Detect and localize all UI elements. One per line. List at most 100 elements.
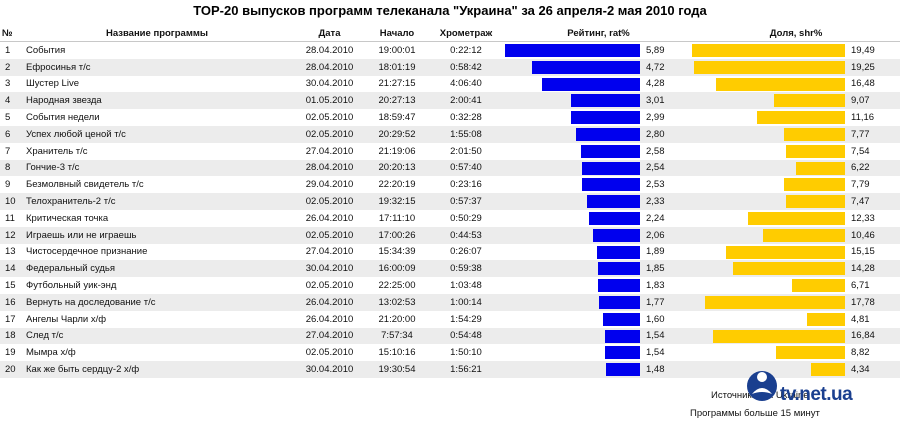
program-name: След т/с: [22, 327, 292, 345]
start-time: 20:20:13: [367, 159, 427, 177]
duration: 1:55:08: [427, 125, 505, 143]
air-date: 26.04.2010: [292, 293, 367, 311]
start-time: 21:27:15: [378, 78, 416, 90]
share-bar-cell: [692, 58, 848, 76]
share-value: 6,22: [847, 159, 900, 177]
start-time: 15:10:16: [378, 347, 416, 359]
share-bar: [785, 144, 846, 158]
header-duration: Хрометраж: [427, 25, 505, 42]
rating-value: 2,54: [642, 159, 693, 177]
program-name: Играешь или не играешь: [22, 226, 292, 244]
table-row: 18 След т/с 27.04.2010 7:57:34 0:54:48 1,54 16…: [0, 327, 900, 345]
air-date: 28.04.2010: [292, 159, 367, 177]
rating-bar-cell: [505, 361, 642, 378]
row-number: 18: [0, 327, 22, 345]
air-date: 01.05.2010: [292, 92, 367, 110]
duration: 0:22:12: [450, 44, 482, 56]
rating-value: 4,28: [646, 78, 665, 90]
row-number: 17: [5, 313, 16, 325]
start-time: 18:59:47: [378, 112, 416, 124]
rating-bar: [606, 363, 640, 377]
program-name: Вернуть на доследование т/с: [22, 293, 292, 311]
program-name: События недели: [26, 112, 100, 124]
table-row: 5 События недели 02.05.2010 18:59:47 0:32:28…: [0, 109, 900, 126]
start-time: 19:30:54: [367, 361, 427, 378]
program-name: Чистосердечное признание: [26, 246, 148, 258]
share-bar-cell: [692, 311, 847, 328]
rating-bar: [604, 329, 640, 343]
start-time: 17:11:10: [378, 212, 416, 224]
duration: 0:23:16: [450, 179, 482, 191]
share-bar: [692, 44, 846, 57]
duration: 0:44:53: [427, 226, 505, 244]
rating-value: 1,54: [646, 347, 665, 359]
rating-bar-cell: [505, 109, 642, 126]
share-value: 4,34: [847, 361, 900, 378]
duration-note: Программы больше 15 минут: [690, 408, 820, 419]
header-start: Начало: [367, 25, 427, 42]
share-value: 15,15: [851, 246, 875, 258]
rating-bar: [598, 279, 640, 293]
air-date: 27.04.2010: [305, 246, 354, 258]
start-time: 19:00:01: [378, 44, 416, 56]
rating-bar: [581, 161, 640, 175]
rating-bar: [582, 178, 640, 192]
rating-value: 1,89: [646, 246, 665, 258]
logo-text: tv.net.ua: [780, 384, 853, 405]
row-number: 3: [5, 78, 11, 90]
share-bar: [762, 228, 846, 242]
duration: 1:03:48: [450, 280, 482, 292]
program-name: Хранитель т/с: [26, 145, 88, 157]
start-time: 21:19:06: [378, 145, 416, 157]
duration: 2:00:41: [427, 92, 505, 110]
duration: 0:57:40: [427, 159, 505, 177]
program-name: Мымра х/ф: [26, 347, 76, 359]
table-row: 13 Чистосердечное признание 27.04.2010 15:3…: [0, 244, 900, 261]
start-time: 19:32:15: [367, 193, 427, 210]
air-date: 02.05.2010: [292, 125, 367, 143]
program-name: Критическая точка: [26, 212, 109, 224]
rating-bar-cell: [505, 293, 642, 311]
header-share: Доля, shr%: [692, 25, 900, 42]
rating-bar: [571, 111, 640, 125]
rating-value: 2,06: [642, 226, 693, 244]
duration: 0:26:07: [450, 246, 482, 258]
rating-bar-cell: [505, 277, 642, 294]
duration: 0:57:37: [427, 193, 505, 210]
share-value: 16,84: [847, 327, 900, 345]
table-row: 4 Народная звезда 01.05.2010 20:27:13 2:00:4…: [0, 92, 900, 110]
share-value: 7,54: [851, 145, 870, 157]
row-number: 1: [5, 44, 11, 56]
rating-value: 2,24: [646, 212, 665, 224]
share-bar-cell: [692, 159, 848, 177]
duration: 0:32:28: [450, 112, 482, 124]
program-name: Федеральный судья: [22, 260, 292, 278]
rating-bar-cell: [505, 42, 642, 59]
share-value: 8,82: [851, 347, 870, 359]
table-row: 12 Играешь или не играешь 02.05.2010 17:00:…: [0, 226, 900, 244]
rating-bar-cell: [505, 260, 642, 278]
table-row: 14 Федеральный судья 30.04.2010 16:00:09 0:5…: [0, 260, 900, 278]
rating-value: 2,33: [642, 193, 693, 210]
share-bar: [784, 127, 846, 141]
rating-value: 2,53: [646, 179, 665, 191]
share-bar: [786, 195, 846, 209]
rating-bar: [597, 262, 640, 276]
share-bar-cell: [692, 361, 848, 378]
rating-value: 1,60: [646, 313, 665, 325]
rating-value: 3,01: [642, 92, 693, 110]
share-bar-cell: [692, 193, 848, 210]
air-date: 02.05.2010: [292, 226, 367, 244]
start-time: 15:34:39: [378, 246, 416, 258]
share-value: 14,28: [847, 260, 900, 278]
table-body: 1 События 28.04.2010 19:00:01 0:22:12 5,89 19,…: [0, 42, 900, 378]
share-value: 12,33: [851, 212, 875, 224]
rating-bar: [586, 195, 640, 209]
share-bar: [792, 279, 846, 293]
share-bar-cell: [692, 344, 847, 361]
rating-bar: [592, 228, 640, 242]
start-time: 16:00:09: [367, 260, 427, 278]
share-bar: [732, 262, 846, 276]
ratings-table: № Название программы Дата Начало Хрометр…: [0, 25, 900, 378]
air-date: 02.05.2010: [305, 280, 354, 292]
